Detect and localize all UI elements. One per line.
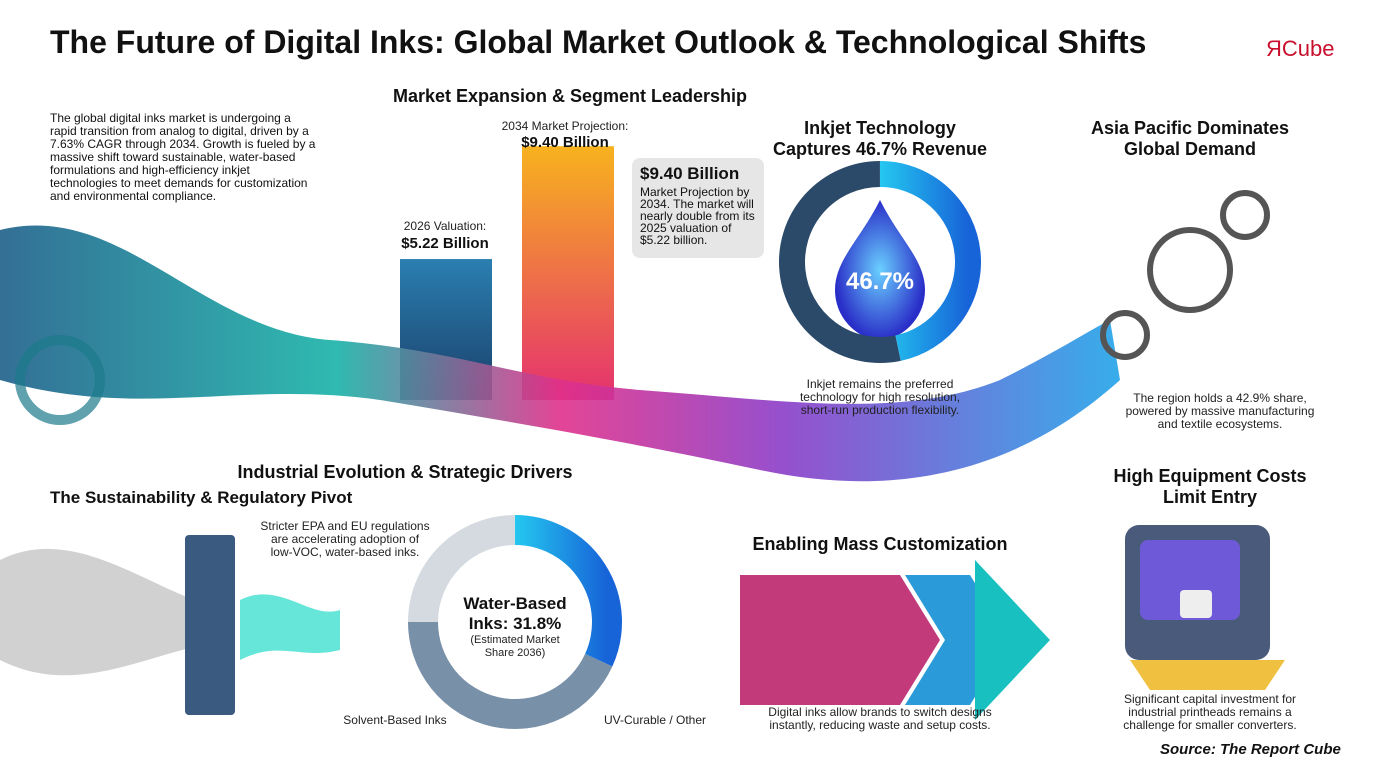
donut-rest: [408, 621, 613, 729]
callout-text: Market Projection by 2034. The market wi…: [640, 185, 755, 247]
smoke: [0, 548, 230, 676]
section-title: Asia Pacific Dominates Global Demand: [1090, 118, 1290, 159]
bar-value-label: $9.40 Billion: [521, 134, 609, 151]
bar-label: 2026 Valuation:: [403, 219, 487, 233]
caption: The region holds a 42.9% share, powered …: [1125, 391, 1315, 431]
printer-icon: [1125, 525, 1285, 690]
segment-label: UV-Curable / Other: [603, 713, 707, 727]
section-title: Enabling Mass Customization: [752, 534, 1008, 554]
callout-title: $9.40 Billion: [640, 164, 740, 183]
caption: Digital inks allow brands to switch desi…: [768, 705, 992, 732]
section-title: Market Expansion & Segment Leadership: [392, 86, 748, 106]
bar: [522, 146, 614, 400]
gear-icon: [1100, 190, 1270, 360]
section-title: Industrial Evolution & Strategic Drivers: [237, 462, 573, 482]
callout-box: [632, 158, 764, 258]
donut-center-label: Water-Based Inks: 31.8%: [463, 594, 567, 633]
donut-center-label: 46.7%: [845, 268, 915, 295]
caption: Stricter EPA and EU regulations are acce…: [260, 519, 430, 559]
title: The Future of Digital Inks: Global Marke…: [50, 24, 1147, 60]
caption: Significant capital investment for indus…: [1123, 692, 1297, 732]
segment-label: Solvent-Based Inks: [343, 713, 447, 727]
filter: [185, 535, 235, 715]
bar-value-label: $5.22 Billion: [401, 235, 489, 252]
bar-label: 2034 Market Projection:: [501, 119, 629, 133]
intro-text: The global digital inks market is underg…: [50, 111, 316, 203]
donut-segment: [514, 515, 622, 667]
ink-swirl: [15, 335, 105, 425]
section-title: High Equipment Costs Limit Entry: [1113, 466, 1307, 507]
logo: ЯCube: [1266, 36, 1335, 61]
donut-segment: [879, 161, 981, 361]
caption: Inkjet remains the preferred technology …: [799, 377, 961, 417]
donut-rest: [779, 161, 901, 363]
ink-swoosh: [0, 225, 1120, 482]
ink-drop: [835, 200, 925, 340]
section-title: Inkjet Technology Captures 46.7% Revenue: [772, 118, 988, 159]
pattern-arrows: [740, 560, 1050, 720]
donut-rest: [408, 515, 516, 623]
subtitle: The Sustainability & Regulatory Pivot: [50, 488, 353, 507]
source: Source: The Report Cube: [1160, 741, 1341, 758]
donut-note: (Estimated Market Share 2036): [470, 634, 560, 659]
clean-flow: [240, 594, 340, 660]
